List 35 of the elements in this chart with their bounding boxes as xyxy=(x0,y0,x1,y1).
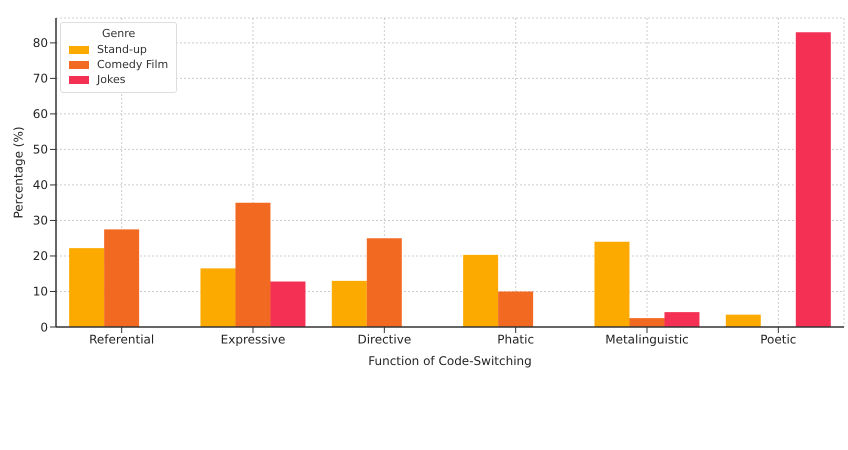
legend-label: Jokes xyxy=(97,73,126,86)
bar xyxy=(366,238,402,327)
legend-label: Stand-up xyxy=(97,43,147,56)
bar xyxy=(69,248,104,327)
bar xyxy=(200,268,236,327)
legend-label: Comedy Film xyxy=(97,58,168,71)
y-tick-label: 10 xyxy=(32,284,48,299)
bar xyxy=(104,229,140,327)
bar xyxy=(726,314,761,327)
bar xyxy=(796,32,831,327)
x-axis-title: Function of Code-Switching xyxy=(368,354,532,368)
y-tick-label: 20 xyxy=(32,249,48,264)
bar xyxy=(463,254,498,327)
x-tick-label: Metalinguistic xyxy=(605,332,689,347)
y-tick-label: 60 xyxy=(32,107,48,122)
y-tick-label: 70 xyxy=(32,72,48,86)
y-tick-label: 30 xyxy=(32,214,48,228)
y-tick-label: 50 xyxy=(32,142,48,157)
y-tick-label: 40 xyxy=(32,178,48,192)
x-tick-label: Poetic xyxy=(760,332,796,347)
bar xyxy=(664,312,700,327)
x-tick-label: Directive xyxy=(357,332,412,347)
bar xyxy=(498,291,534,327)
legend-title: Genre xyxy=(100,27,136,40)
bar xyxy=(332,280,367,327)
bar xyxy=(235,202,270,327)
bar xyxy=(594,242,630,327)
x-tick-label: Phatic xyxy=(497,332,534,347)
bar xyxy=(270,282,306,327)
y-axis-title: Percentage (%) xyxy=(11,126,26,219)
x-tick-label: Expressive xyxy=(220,332,286,347)
bar xyxy=(629,318,664,327)
x-tick-label: Referential xyxy=(89,332,154,347)
y-tick-label: 80 xyxy=(32,36,48,50)
y-tick-label: 0 xyxy=(40,320,48,334)
